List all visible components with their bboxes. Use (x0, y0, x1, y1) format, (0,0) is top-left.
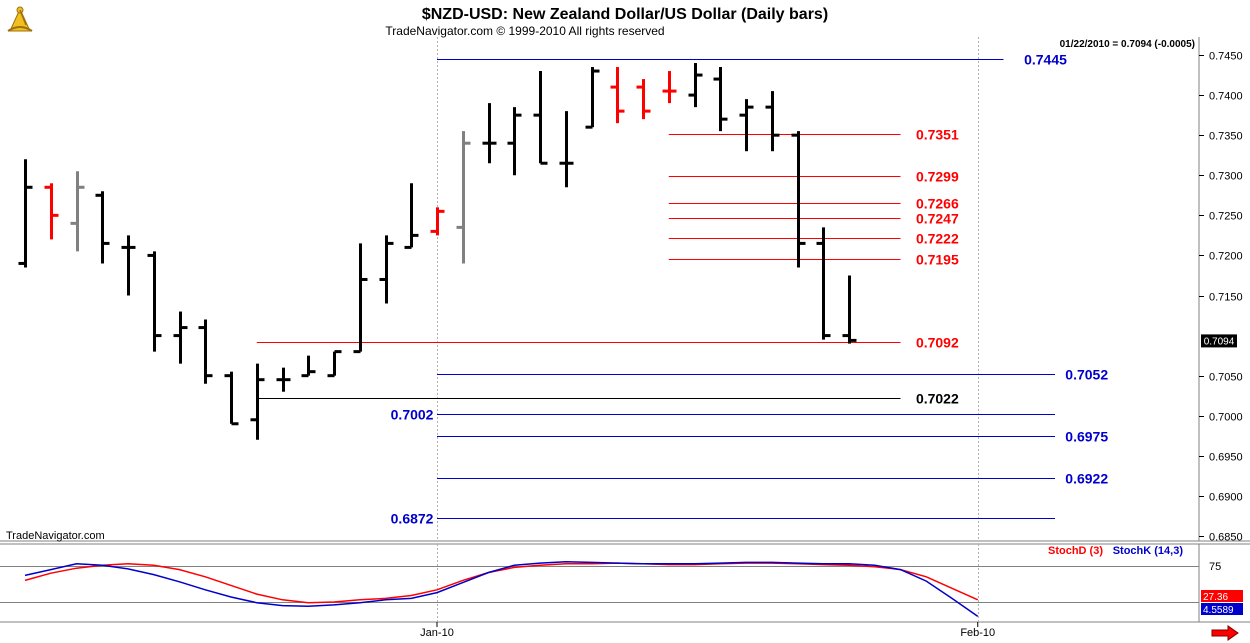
level-label: 0.7022 (916, 391, 959, 407)
ohlc-bar (379, 235, 394, 304)
ohlc-bar (224, 371, 239, 426)
ohlc-bar (276, 367, 291, 392)
stochastic-panel: 75 27.36 4.5589 (0, 560, 1243, 618)
sextant-logo-icon[interactable] (7, 6, 33, 32)
ohlc-bar (636, 79, 651, 120)
y-tick-label: 0.7000 (1209, 412, 1243, 424)
y-tick-label: 0.7050 (1209, 372, 1243, 384)
stoch-d-legend: StochD (3) (1048, 545, 1103, 557)
level-label: 0.7092 (916, 335, 959, 351)
level-label: 0.7195 (916, 252, 959, 268)
y-axis: 0.7450 0.7400 0.7350 0.7300 0.7250 0.7200 0.71… (1199, 51, 1243, 544)
x-tick-label: Feb-10 (960, 627, 995, 639)
level-label: 0.7351 (916, 127, 959, 143)
ohlc-bar (44, 183, 59, 240)
ohlc-bar (121, 235, 136, 296)
stoch-k-value: 4.5589 (1203, 605, 1234, 616)
ohlc-bar (353, 243, 368, 354)
y-tick-label: 0.7300 (1209, 171, 1243, 183)
y-tick-label: 0.7250 (1209, 211, 1243, 223)
ohlc-bar (70, 171, 85, 252)
stoch-k-legend: StochK (14,3) (1113, 545, 1184, 557)
ohlc-bar (713, 67, 728, 132)
ohlc-bar (18, 159, 33, 268)
ohlc-bar (533, 71, 548, 165)
last-value-note: 01/22/2010 = 0.7094 (-0.0005) (1060, 39, 1195, 50)
stoch-d-tag (1201, 590, 1243, 602)
y-tick-label: 0.6950 (1209, 452, 1243, 464)
level-label: 0.6922 (1065, 471, 1108, 487)
y-tick-label: 0.7150 (1209, 292, 1243, 304)
ohlc-bar (456, 131, 471, 264)
ohlc-bar (559, 111, 574, 188)
ohlc-bar (662, 71, 677, 104)
watermark: TradeNavigator.com (6, 530, 105, 542)
x-axis: Jan-10 Feb-10 (420, 622, 995, 639)
level-label: 0.7222 (916, 231, 959, 247)
ohlc-bar (610, 67, 625, 124)
level-label: 0.7299 (916, 169, 959, 185)
ohlc-bar (739, 99, 754, 152)
ohlc-bar (404, 183, 419, 249)
ohlc-bar (765, 91, 780, 152)
grid (437, 37, 979, 622)
y-tick-label: 0.6900 (1209, 492, 1243, 504)
price-bars (18, 63, 857, 440)
ohlc-bar (585, 67, 600, 129)
ohlc-bar (301, 355, 316, 378)
y-tick-label: 0.7350 (1209, 131, 1243, 143)
ohlc-bar (816, 227, 831, 340)
last-price-tag: 0.7094 (1201, 334, 1237, 348)
copyright-note: TradeNavigator.com © 1999-2010 All right… (385, 24, 664, 38)
stoch-k-line (24, 560, 979, 618)
level-label: 0.7266 (916, 196, 959, 212)
level-label: 0.7002 (391, 407, 434, 423)
x-tick-label: Jan-10 (420, 627, 454, 639)
level-label: 0.7052 (1065, 367, 1108, 383)
ohlc-bar (173, 311, 188, 364)
y-tick-label: 0.7400 (1209, 91, 1243, 103)
ohlc-bar (147, 251, 162, 352)
ohlc-bar (791, 131, 806, 268)
stoch-d-value: 27.36 (1203, 592, 1228, 603)
level-label: 0.7247 (916, 211, 959, 227)
stoch-d-line (24, 562, 979, 604)
y-tick-label: 0.6850 (1209, 532, 1243, 544)
y-tick-label: 0.7200 (1209, 251, 1243, 263)
level-label: 0.7445 (1024, 52, 1067, 68)
red-arrow-right-icon[interactable] (1211, 625, 1239, 641)
ohlc-bar (688, 63, 703, 108)
ohlc-bar (327, 350, 342, 378)
ohlc-bar (507, 107, 522, 176)
y-tick-label: 0.7450 (1209, 51, 1243, 63)
stoch-level-label: 75 (1209, 561, 1221, 573)
plot-frame (0, 37, 1250, 623)
ohlc-bar (482, 103, 497, 164)
ohlc-bar (198, 319, 213, 384)
ohlc-bar (430, 207, 445, 236)
ohlc-bar (250, 363, 265, 440)
last-price-label: 0.7094 (1204, 336, 1235, 347)
stoch-k-tag (1201, 603, 1243, 615)
level-label: 0.6975 (1065, 429, 1108, 445)
level-label: 0.6872 (391, 511, 434, 527)
ohlc-bar (842, 275, 857, 344)
ohlc-bar (95, 191, 110, 264)
chart-title: $NZD-USD: New Zealand Dollar/US Dollar (… (422, 6, 828, 23)
